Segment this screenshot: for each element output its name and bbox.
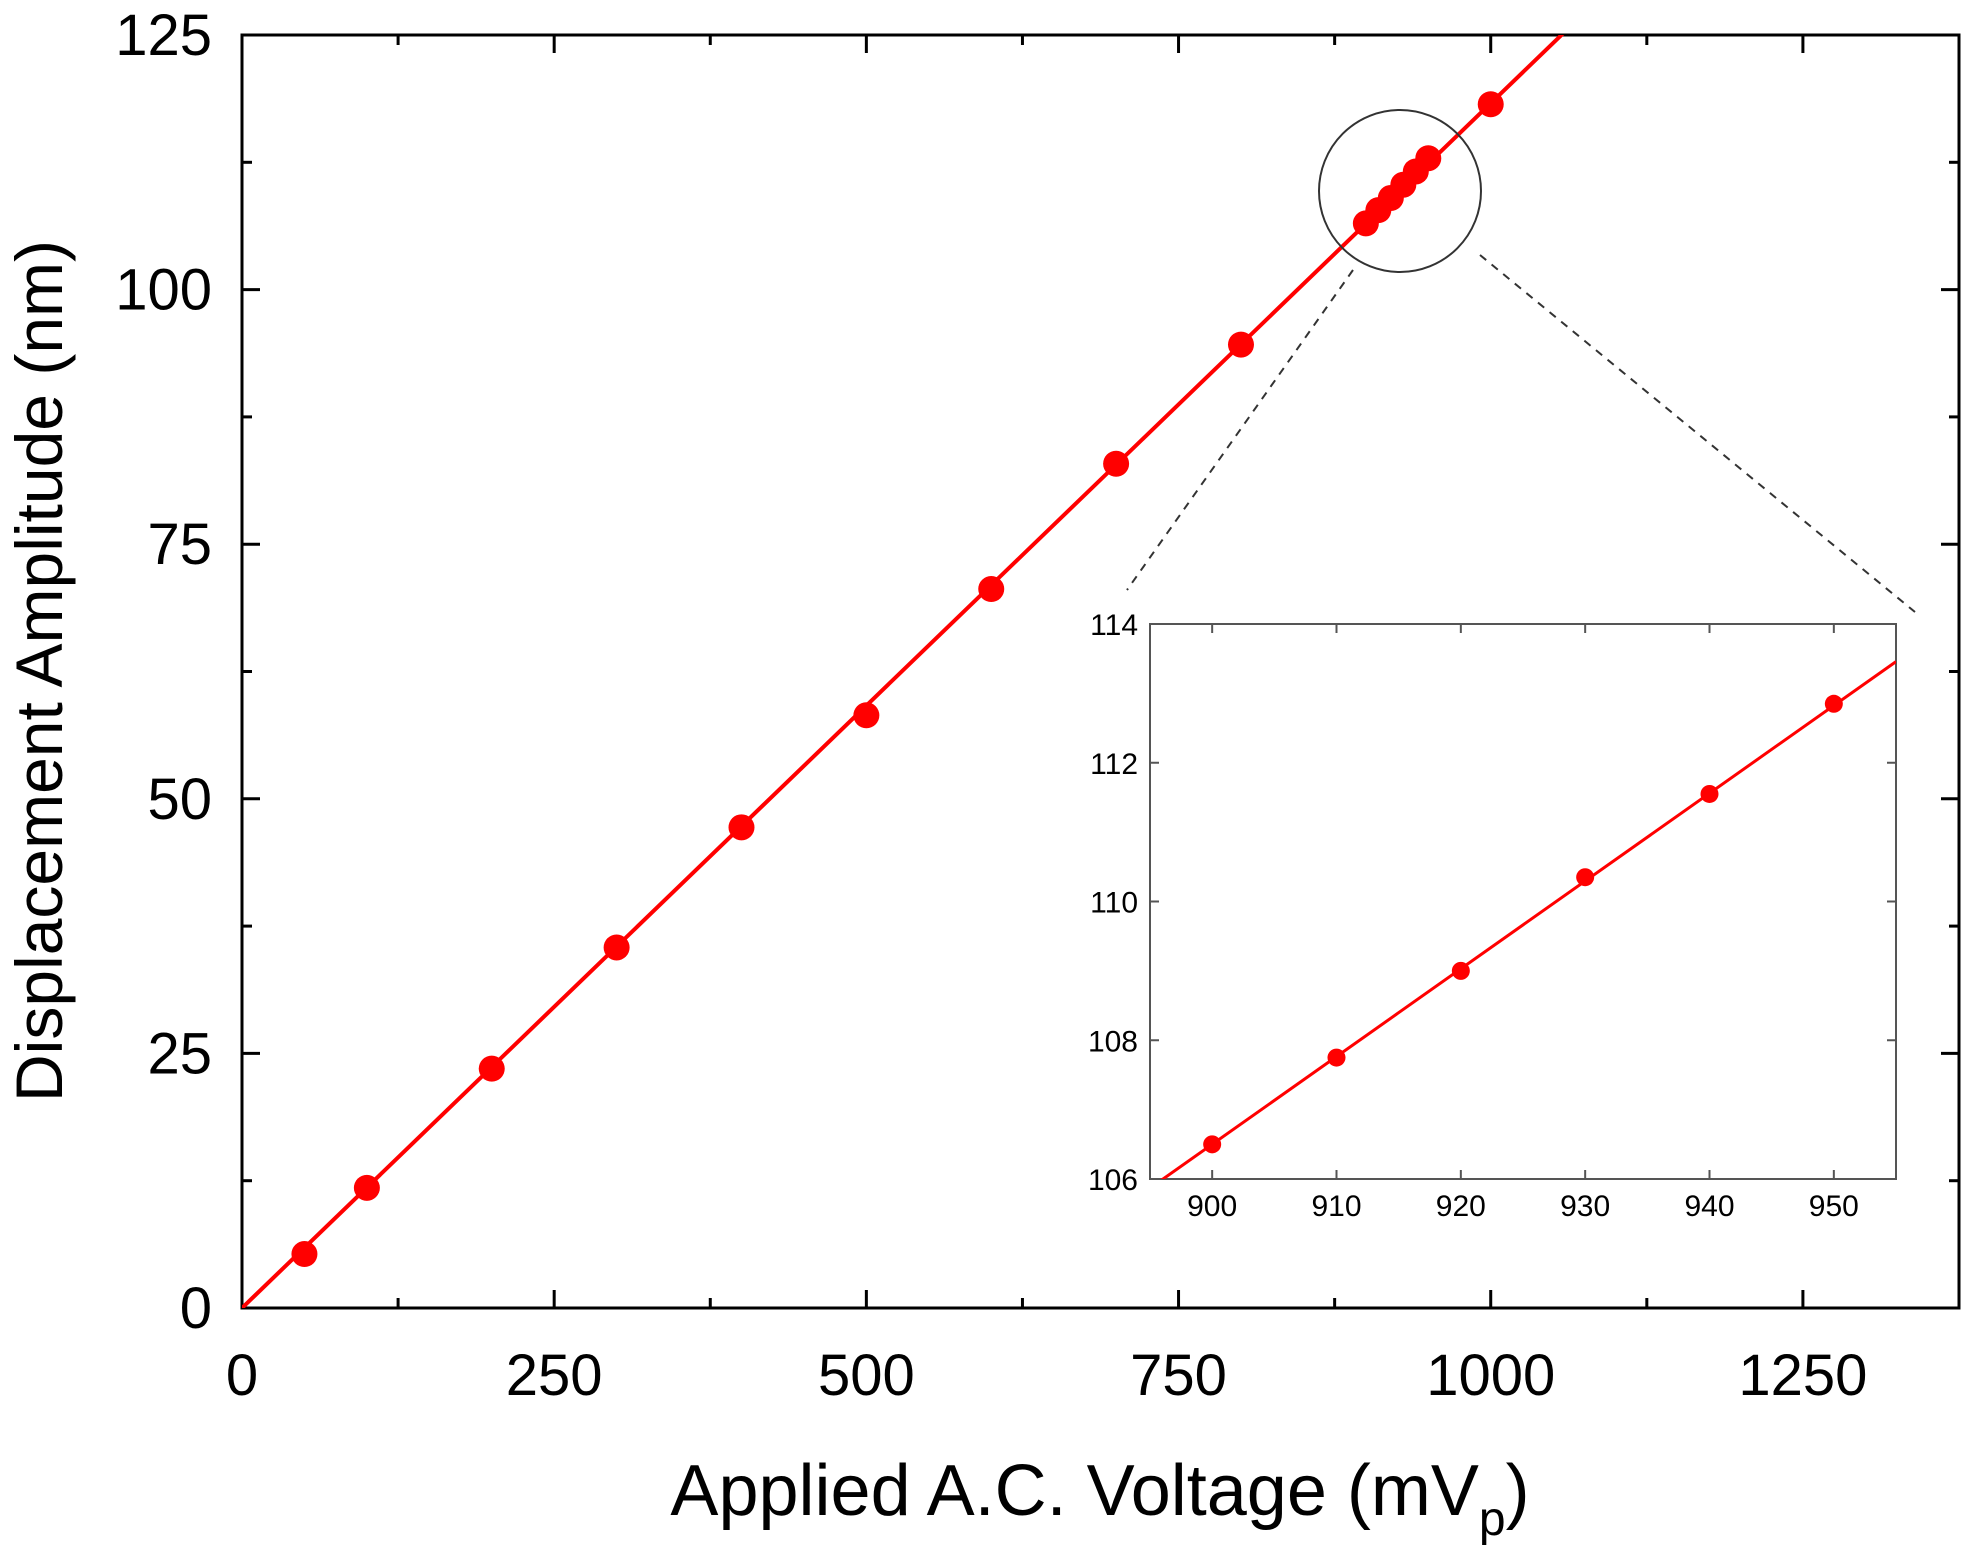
inset-ticks [1150, 623, 1896, 1180]
main-data-point [728, 814, 755, 841]
inset-y-tick-label: 112 [1090, 748, 1138, 781]
inset-data-point [1576, 868, 1595, 887]
main-data-point [603, 934, 630, 961]
zoom-connector-left [1126, 269, 1354, 591]
inset-x-tick-label: 950 [1809, 1190, 1859, 1223]
main-data-point [978, 576, 1005, 603]
inset-x-tick-label: 900 [1187, 1190, 1237, 1223]
y-tick-label: 0 [180, 1276, 212, 1341]
inset-tick-labels: 900 910 920 930 940 950 106 108 110 112 114 [1088, 609, 1859, 1223]
inset-x-tick-label: 920 [1436, 1190, 1486, 1223]
zoom-circle [1318, 109, 1482, 273]
inset-data-point [1700, 784, 1719, 803]
main-data-point [1227, 331, 1254, 358]
main-tick-labels: 0 250 500 750 1000 1250 0 25 50 75 100 125 [115, 3, 1867, 1408]
x-tick-label: 750 [1130, 1343, 1227, 1408]
y-tick-label: 25 [147, 1021, 212, 1086]
main-data-point [291, 1241, 318, 1268]
inset-plot: 900 910 920 930 940 950 106 108 110 112 114 [1088, 609, 1897, 1223]
y-tick-label: 100 [115, 258, 212, 323]
main-points [291, 91, 1504, 1268]
main-data-point [1415, 145, 1442, 172]
inset-y-tick-label: 108 [1088, 1025, 1138, 1058]
x-tick-label: 1000 [1426, 1343, 1555, 1408]
inset-data-point [1203, 1135, 1222, 1154]
inset-fit-line [1160, 660, 1896, 1179]
x-tick-label: 250 [506, 1343, 603, 1408]
main-ticks [240, 33, 1959, 1310]
inset-data-point [1327, 1048, 1346, 1067]
main-data-point [478, 1055, 505, 1082]
inset-x-tick-label: 940 [1684, 1190, 1734, 1223]
main-data-point [853, 702, 880, 729]
main-data-point [1477, 91, 1504, 118]
inset-data-point [1824, 694, 1843, 713]
x-tick-label: 0 [226, 1343, 258, 1408]
inset-plot-frame [1149, 623, 1897, 1180]
zoom-connector-right [1479, 254, 1916, 613]
inset-y-tick-label: 110 [1090, 887, 1138, 920]
x-tick-label: 1250 [1738, 1343, 1867, 1408]
inset-y-tick-label: 114 [1090, 609, 1138, 642]
inset-x-tick-label: 910 [1311, 1190, 1361, 1223]
inset-points [1203, 694, 1843, 1154]
y-axis-title: Displacement Amplitude (nm) [2, 240, 76, 1102]
main-data-point [353, 1174, 380, 1201]
y-tick-label: 125 [115, 3, 212, 68]
x-axis-title: Applied A.C. Voltage (mVp) [670, 1451, 1529, 1546]
main-data-point [1103, 450, 1130, 477]
y-tick-label: 75 [147, 512, 212, 577]
inset-x-tick-label: 930 [1560, 1190, 1610, 1223]
inset-y-tick-label: 106 [1088, 1164, 1138, 1197]
x-tick-label: 500 [818, 1343, 915, 1408]
main-fit-line [242, 35, 1565, 1308]
inset-data-point [1451, 961, 1470, 980]
y-tick-label: 50 [147, 767, 212, 832]
